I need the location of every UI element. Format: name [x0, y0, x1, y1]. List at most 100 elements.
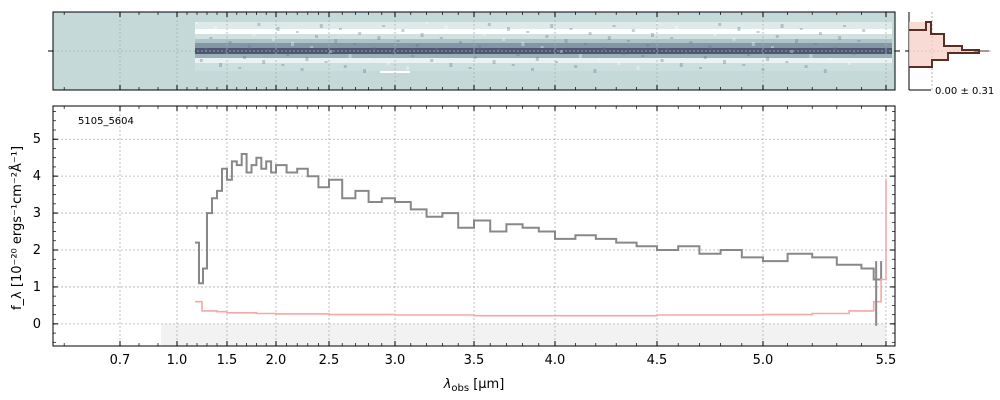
spectrum-2d-pixel [756, 31, 760, 33]
spectrum-2d-pixel [833, 47, 837, 50]
spectrum-2d-pixel [723, 60, 726, 64]
y-tick-label: 0 [33, 317, 41, 332]
spectrum-2d-row [195, 22, 892, 29]
y-tick-label: 2 [33, 243, 41, 258]
spectrum-2d-pixel [329, 50, 333, 53]
spectrum-2d-pixel [454, 52, 458, 54]
spectrum-2d-row [195, 29, 892, 34]
main-plot-area: 0.7 1.0 1.5 2.0 2.5 3.0 3.5 4.0 4.5 5.0 5.5 0 1 2 3 4 5 [33, 105, 897, 368]
spectrum-2d-pixel [516, 53, 520, 56]
spectrum-2d-pixel [343, 65, 347, 68]
spectrum-2d-pixel [588, 32, 592, 35]
spectrum-2d-pixel [319, 24, 323, 28]
spectrum-2d-pixel [535, 57, 539, 61]
spectrum-2d-pixel [660, 59, 664, 62]
spectrum-2d-pixel [684, 52, 688, 54]
spectrum-2d-pixel [406, 66, 410, 70]
spectrum-2d-pixel [598, 58, 602, 60]
spectrum-2d-pixel [699, 67, 702, 69]
spectrum-2d-pixel [809, 54, 813, 58]
spectrum-2d-pixel [775, 35, 779, 38]
spectrum-2d-pixel [593, 69, 597, 73]
spectrum-2d-pixel [291, 42, 294, 46]
spectrum-2d-pixel [670, 37, 674, 39]
spectrum-2d-pixel [459, 41, 462, 44]
spectrum-2d-pixel [694, 30, 698, 34]
x-tick-label: 3.0 [385, 353, 406, 368]
spectrum-2d-pixel [828, 58, 832, 60]
spectrum-2d-pixel [243, 56, 246, 59]
spectrum-2d-pixel [641, 55, 645, 57]
spectrum-2d-pixel [353, 43, 357, 45]
spectrum-2d-pixel [531, 68, 534, 71]
spectrum-2d-row [195, 58, 892, 63]
spectrum-2d-pixel [430, 59, 434, 62]
spectrum-2d-pixel [228, 41, 232, 44]
spectrum-2d-pixel [511, 64, 515, 66]
x-tick-label: 2.5 [319, 353, 340, 368]
spectrum-2d-pixel [675, 26, 678, 29]
spectrum-2d-pixel [502, 38, 506, 41]
spectrum-2d-pixel [439, 37, 443, 39]
spectrum-2d-pixel [507, 27, 510, 31]
spectrum-2d-pixel [737, 27, 741, 31]
spectrum-2d-pixel [646, 44, 650, 47]
spectrum-2d-pixel [555, 61, 558, 63]
spectrum-2d-pixel [449, 63, 453, 67]
spectrum-2d-pixel [295, 31, 299, 33]
spectrum-2d-pixel [579, 54, 582, 58]
baseline-band [161, 323, 886, 346]
spectrum-2d-pixel [780, 24, 784, 28]
spectrum-2d-pixel [387, 62, 390, 65]
y-tick-label: 4 [33, 169, 41, 184]
spectrum-2d-pixel [233, 30, 237, 34]
spectrum-2d-pixel [252, 34, 256, 36]
spectrum-2d-pixel [382, 25, 386, 27]
spectrum-2d-row [195, 39, 892, 43]
spectrum-2d-pixel [852, 51, 856, 55]
spectrum-2d-pixel [463, 30, 467, 34]
spectrum-2d-pixel [790, 50, 794, 53]
spectrum-2d-pixel [214, 26, 218, 29]
spectrum-2d-pixel [271, 38, 275, 41]
x-tick-label: 1.5 [217, 353, 238, 368]
spectrum-2d-pixel [339, 28, 342, 30]
spectrum-2d-pixel [247, 45, 251, 49]
spectrum-2d-pixel [651, 33, 654, 37]
spectrum-2d-pixel [540, 46, 544, 48]
spectrum-2d-pixel [862, 29, 866, 32]
spatial-profile-panel [905, 12, 992, 91]
x-tick-label: 1.0 [167, 353, 188, 368]
spectrum-2d-pixel [843, 25, 846, 27]
y-axis-title: f_λ [10⁻²⁰ ergs⁻¹cm⁻²Å⁻¹] [9, 146, 25, 310]
spectrum-2d-pixel [804, 65, 808, 68]
spectrum-2d-pixel [305, 57, 309, 61]
spectrum-2d-pixel [545, 35, 549, 38]
spectrum-2d-pixel [473, 56, 477, 59]
spectrum-2d-pixel [814, 43, 818, 45]
spectrum-2d-pixel [583, 43, 587, 45]
spectrum-2d-pixel [367, 58, 371, 60]
spectrum-2d-pixel [689, 41, 693, 44]
spectrum-2d-pixel [569, 28, 573, 30]
spectrum-2d-pixel [847, 62, 851, 65]
spectrum-2d-pixel [492, 60, 496, 64]
spectrum-2d-pixel [478, 45, 482, 49]
spectrum-2d-pixel [415, 44, 419, 47]
spectrum-2d-row [195, 63, 892, 71]
x-tick-label: 5.5 [876, 353, 897, 368]
x-axis-title-subscript: obs [451, 383, 469, 394]
spectrum-2d-pixel [751, 42, 755, 46]
spectrum-2d-pixel [742, 64, 746, 66]
spectrum-2d-pixel [603, 47, 606, 50]
spectrum-2d-pixel [617, 62, 621, 65]
profile-label: 0.00 ± 0.31 [935, 86, 994, 97]
spectrum-2d-pixel [276, 27, 280, 31]
spectrum-2d-pixel [526, 31, 530, 33]
spectrum-2d-pixel [521, 42, 525, 46]
spectrum-2d-pixel [703, 56, 707, 59]
spectrum-2d-pixel [396, 40, 400, 42]
spectrum-2d-pixel [612, 25, 616, 27]
spectrum-2d-pixel [348, 54, 352, 58]
